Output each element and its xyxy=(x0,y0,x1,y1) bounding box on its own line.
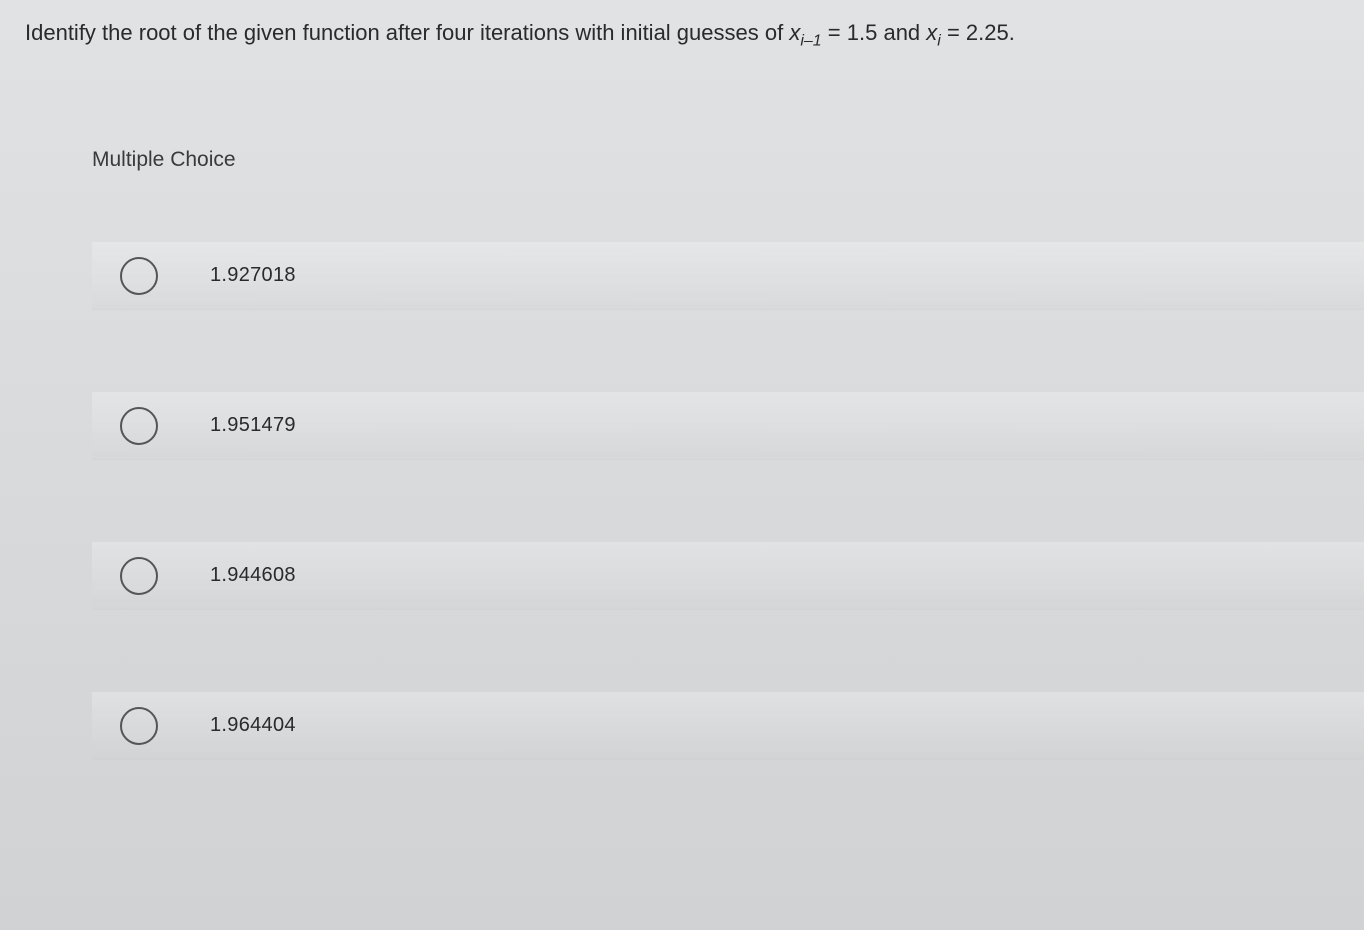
option-row-2[interactable]: 1.951479 xyxy=(92,392,1364,460)
radio-icon[interactable] xyxy=(120,407,158,445)
question-var1: x xyxy=(789,20,800,45)
radio-icon[interactable] xyxy=(120,707,158,745)
question-sub1: i–1 xyxy=(800,32,821,49)
option-row-4[interactable]: 1.964404 xyxy=(92,692,1364,760)
option-text-3: 1.944608 xyxy=(210,564,296,587)
option-text-4: 1.964404 xyxy=(210,714,296,737)
option-row-3[interactable]: 1.944608 xyxy=(92,542,1364,610)
question-eq2: = 2.25. xyxy=(941,20,1015,45)
multiple-choice-label: Multiple Choice xyxy=(92,148,1364,172)
option-text-2: 1.951479 xyxy=(210,414,296,437)
question-var2: x xyxy=(926,20,937,45)
question-text: Identify the root of the given function … xyxy=(0,0,1364,63)
multiple-choice-container: Multiple Choice 1.927018 1.951479 1.9446… xyxy=(0,148,1364,760)
radio-icon[interactable] xyxy=(120,257,158,295)
option-text-1: 1.927018 xyxy=(210,264,296,287)
question-prefix: Identify the root of the given function … xyxy=(25,20,789,45)
question-eq1: = 1.5 and xyxy=(822,20,927,45)
radio-icon[interactable] xyxy=(120,557,158,595)
option-row-1[interactable]: 1.927018 xyxy=(92,242,1364,310)
